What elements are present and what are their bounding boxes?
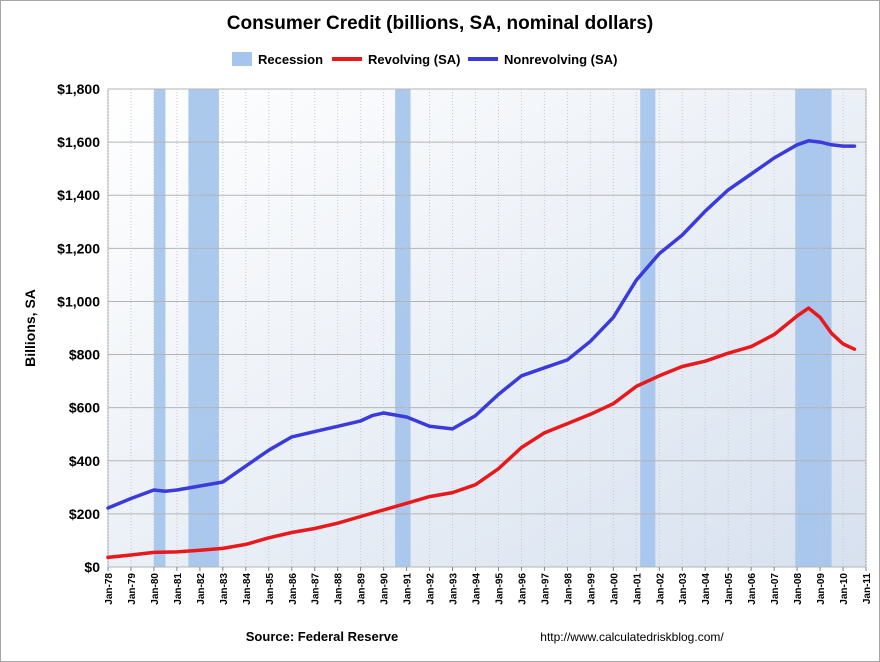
x-tick-label: Jan-91: [403, 573, 414, 605]
legend-swatch-recession: [232, 52, 252, 66]
x-tick-label: Jan-97: [540, 573, 551, 605]
source-url: http://www.calculatedriskblog.com/: [540, 630, 724, 644]
x-tick-label: Jan-87: [311, 573, 322, 605]
recession-band-0: [153, 89, 166, 567]
y-tick-label: $400: [69, 453, 100, 469]
x-tick-label: Jan-88: [334, 573, 345, 605]
x-tick-label: Jan-94: [472, 573, 483, 605]
x-tick-label: Jan-96: [517, 573, 528, 605]
x-tick-label: Jan-04: [701, 573, 712, 605]
y-tick-label: $1,000: [57, 293, 100, 309]
x-tick-label: Jan-99: [586, 573, 597, 605]
y-tick-label: $1,400: [57, 187, 100, 203]
x-tick-label: Jan-11: [862, 573, 873, 605]
x-tick-label: Jan-10: [839, 573, 850, 605]
x-tick-label: Jan-08: [793, 573, 804, 605]
x-tick-label: Jan-84: [242, 573, 253, 605]
x-tick-label: Jan-07: [770, 573, 781, 605]
series-line-nonrevolving-sa: [106, 139, 857, 510]
x-tick-label: Jan-05: [724, 573, 735, 605]
y-tick-label: $600: [69, 400, 100, 416]
x-tick-label: Jan-06: [747, 573, 758, 605]
legend-label-revolving-sa: Revolving (SA): [368, 52, 460, 67]
x-tick-label: Jan-00: [609, 573, 620, 605]
x-tick-label: Jan-01: [632, 573, 643, 605]
legend: Recession Revolving (SA) Nonrevolving (SA): [232, 52, 617, 67]
x-tick-label: Jan-79: [127, 573, 138, 605]
y-tick-label: $200: [69, 506, 100, 522]
x-tick-label: Jan-95: [494, 573, 505, 605]
y-axis-label: Billions, SA: [22, 289, 38, 367]
gridlines: [107, 88, 867, 568]
y-tick-label: $1,800: [57, 81, 100, 97]
x-tick-label: Jan-02: [655, 573, 666, 605]
x-tick-label: Jan-83: [219, 573, 230, 605]
recession-band-4: [795, 89, 832, 567]
y-axis-ticks: $0 $200 $400 $600 $800 $1,000 $1,200 $1,400 $1,6…: [57, 81, 100, 575]
recession-band-1: [188, 89, 219, 567]
x-tick-label: Jan-85: [265, 573, 276, 605]
chart-title: Consumer Credit (billions, SA, nominal d…: [227, 13, 654, 34]
x-tick-label: Jan-09: [816, 573, 827, 605]
plot-area: [107, 88, 867, 568]
source-note: Source: Federal Reserve: [246, 629, 398, 644]
recession-bands: [153, 89, 832, 567]
y-tick-label: $800: [69, 347, 100, 363]
x-tick-label: Jan-92: [426, 573, 437, 605]
x-tick-label: Jan-98: [563, 573, 574, 605]
recession-band-3: [640, 89, 656, 567]
legend-label-recession: Recession: [258, 52, 323, 67]
recession-band-2: [395, 89, 411, 567]
x-tick-label: Jan-90: [380, 573, 391, 605]
series-line-revolving-sa: [106, 306, 857, 560]
x-tick-label: Jan-93: [449, 573, 460, 605]
x-tick-label: Jan-82: [196, 573, 207, 605]
x-tick-label: Jan-86: [288, 573, 299, 605]
y-tick-label: $1,600: [57, 134, 100, 150]
x-axis-ticks: Jan-78 Jan-79 Jan-80 Jan-81 Jan-82 Jan-83 Jan-…: [104, 567, 873, 605]
x-tick-label: Jan-78: [104, 573, 115, 605]
x-tick-label: Jan-89: [357, 573, 368, 605]
x-tick-label: Jan-03: [678, 573, 689, 605]
x-tick-label: Jan-81: [173, 573, 184, 605]
y-tick-label: $1,200: [57, 240, 100, 256]
y-tick-label: $0: [84, 559, 100, 575]
series-lines: [106, 139, 857, 560]
x-tick-label: Jan-80: [150, 573, 161, 605]
legend-label-nonrevolving-sa: Nonrevolving (SA): [504, 52, 617, 67]
